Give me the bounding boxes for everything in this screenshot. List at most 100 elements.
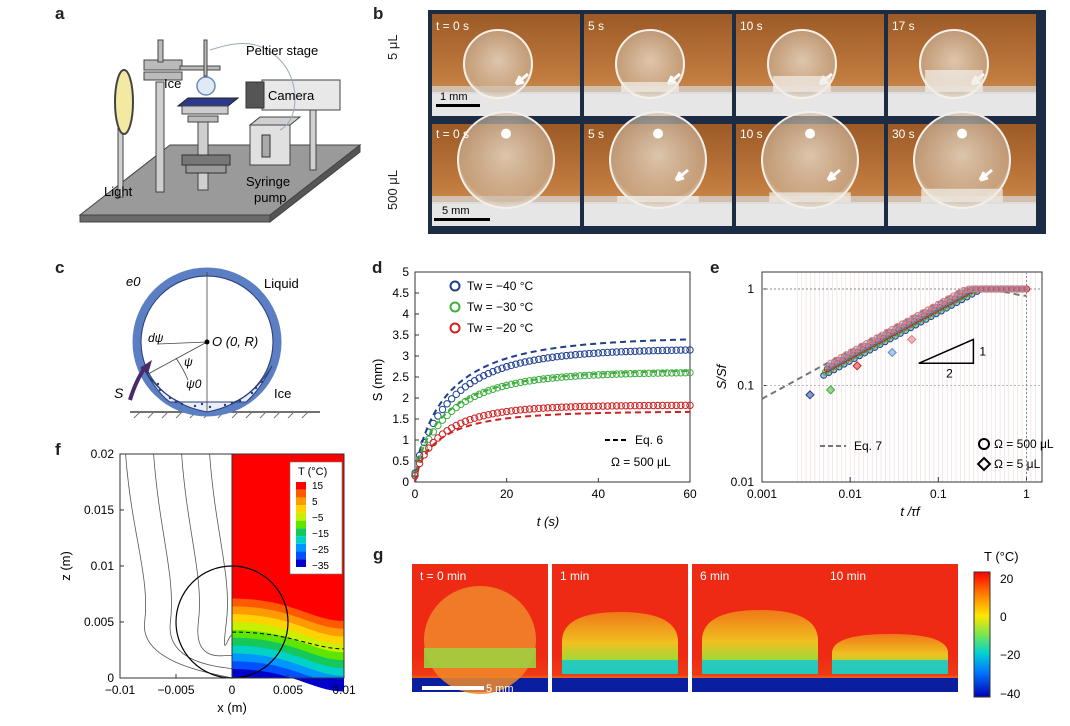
d-point bbox=[567, 351, 575, 359]
d-point bbox=[594, 349, 603, 357]
f-isotherm-band bbox=[232, 669, 344, 692]
d-point bbox=[553, 352, 561, 361]
e-point bbox=[903, 317, 911, 325]
d-point bbox=[590, 402, 598, 410]
d-point bbox=[525, 357, 534, 365]
d-point bbox=[640, 369, 648, 378]
stage-column bbox=[155, 81, 165, 193]
d-point bbox=[443, 427, 451, 435]
panel-label-b: b bbox=[373, 4, 384, 23]
photo-cell bbox=[736, 111, 884, 226]
label-peltier: Peltier stage bbox=[246, 43, 318, 58]
d-point bbox=[571, 351, 580, 359]
d-legend-label: Tw = −30 °C bbox=[467, 300, 533, 314]
e-ylabel: S/Sf bbox=[714, 363, 729, 389]
f-ytick: 0.015 bbox=[84, 503, 114, 517]
g-cbar-20: 20 bbox=[1000, 572, 1014, 586]
d-point bbox=[502, 363, 511, 371]
d-point bbox=[535, 355, 543, 364]
d-point bbox=[539, 375, 548, 383]
d-point bbox=[658, 346, 667, 355]
d-legend-marker bbox=[449, 322, 461, 334]
d-point bbox=[672, 401, 680, 410]
d-point bbox=[571, 372, 580, 380]
d-point bbox=[663, 346, 671, 355]
b-time-5: t = 0 s bbox=[436, 127, 469, 141]
thermal-cell bbox=[552, 564, 688, 692]
d-point bbox=[425, 444, 433, 452]
e-diamond bbox=[852, 361, 862, 371]
d-ytick: 1.5 bbox=[392, 412, 409, 426]
d-point bbox=[434, 421, 442, 430]
d-point bbox=[461, 417, 470, 426]
d-point bbox=[498, 408, 506, 416]
apparatus-diagram: Peltier stage Ice Camera Light Syringe p… bbox=[78, 39, 362, 224]
e-point bbox=[914, 311, 922, 319]
label-origin: O (0, R) bbox=[212, 334, 258, 349]
e-slope-run: 2 bbox=[946, 366, 953, 380]
d-legend-label: Tw = −20 °C bbox=[467, 321, 533, 335]
e-point bbox=[909, 314, 917, 322]
d-ytick: 2 bbox=[402, 391, 409, 405]
d-point bbox=[580, 350, 589, 358]
d-point bbox=[626, 402, 635, 410]
e-point bbox=[852, 345, 860, 353]
e-xtick: 0.1 bbox=[930, 487, 947, 501]
e-legend-eq7: Eq. 7 bbox=[854, 439, 882, 453]
label-pump-1: Syringe bbox=[246, 174, 290, 189]
d-point bbox=[484, 369, 493, 378]
f-streamline bbox=[153, 453, 233, 670]
d-point bbox=[599, 402, 607, 410]
d-point bbox=[530, 405, 538, 413]
d-point bbox=[470, 392, 479, 401]
thermal-cell bbox=[822, 564, 958, 692]
d-point bbox=[677, 369, 685, 377]
camera-body bbox=[261, 79, 341, 111]
d-point bbox=[502, 381, 511, 390]
f-legend-title: T (°C) bbox=[298, 466, 327, 478]
g-time-2: 1 min bbox=[560, 569, 589, 583]
d-point bbox=[686, 346, 694, 354]
d-point bbox=[654, 401, 662, 410]
d-point bbox=[507, 361, 515, 370]
d-ylabel: S (mm) bbox=[370, 359, 385, 402]
d-xtick: 60 bbox=[683, 487, 697, 501]
d-point bbox=[443, 411, 451, 420]
d-model-line bbox=[414, 410, 691, 483]
arrow-icon bbox=[978, 168, 993, 182]
d-point bbox=[590, 371, 598, 379]
d-point bbox=[521, 377, 529, 386]
d-point bbox=[576, 372, 584, 380]
label-S: S bbox=[114, 385, 124, 401]
d-point bbox=[635, 369, 644, 378]
d-point bbox=[590, 349, 598, 357]
e-legend-500: Ω = 500 μL bbox=[994, 437, 1054, 451]
g-cbar-m20: −20 bbox=[1000, 648, 1021, 662]
d-point bbox=[480, 388, 488, 397]
e-point bbox=[863, 339, 871, 347]
d-point bbox=[635, 401, 644, 410]
e-point bbox=[944, 295, 952, 303]
e-ytick: 0.01 bbox=[731, 475, 755, 489]
d-point bbox=[681, 346, 690, 354]
d-point bbox=[493, 409, 502, 417]
d-point bbox=[654, 346, 662, 355]
thermal-grid: t = 0 min 1 min 6 min 10 min 5 mm bbox=[412, 564, 958, 695]
e-point bbox=[939, 297, 947, 305]
f-streamline bbox=[181, 453, 233, 657]
d-point bbox=[580, 371, 589, 380]
d-point bbox=[667, 346, 676, 354]
d-point bbox=[557, 352, 566, 360]
f-xtick: −0.01 bbox=[105, 683, 136, 697]
d-xtick: 20 bbox=[500, 487, 514, 501]
d-model-line bbox=[414, 338, 691, 483]
d-point bbox=[571, 403, 580, 411]
d-point bbox=[640, 347, 648, 355]
f-xtick: 0.01 bbox=[332, 683, 356, 697]
panel-label-e: e bbox=[710, 258, 720, 277]
d-ytick: 2.5 bbox=[392, 370, 409, 384]
d-point bbox=[493, 366, 502, 374]
photo-cell bbox=[736, 14, 884, 116]
photo-cell bbox=[888, 14, 1036, 116]
e-point bbox=[827, 359, 835, 367]
